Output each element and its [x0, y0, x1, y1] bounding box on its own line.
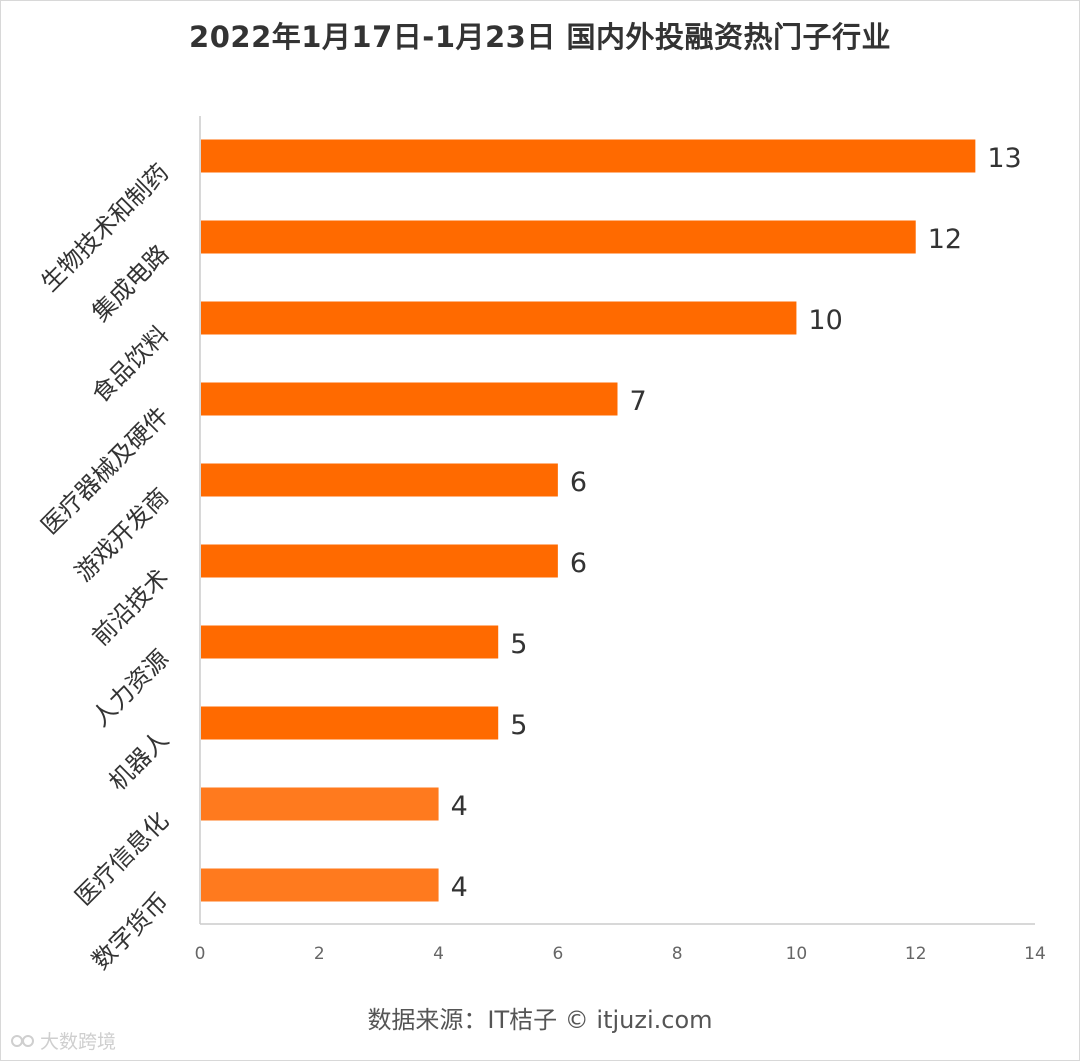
bars-layer	[201, 139, 976, 902]
x-tick-labels: 0 2 4 6 8 10 12 14	[195, 944, 1046, 964]
x-tick-label-1: 2	[314, 944, 325, 964]
bar-0	[201, 139, 976, 173]
x-tick-label-5: 10	[786, 944, 808, 964]
data-label-5: 6	[570, 548, 587, 579]
bar-1	[201, 220, 916, 254]
bar-9	[201, 868, 439, 902]
bar-2	[201, 301, 797, 335]
corner-watermark-text: 大数跨境	[40, 1031, 117, 1053]
category-labels: 生物技术和制药集成电路食品饮料医疗器械及硬件游戏开发商前沿技术人力资源机器人医疗…	[36, 158, 175, 975]
x-tick-label-2: 4	[433, 944, 444, 964]
data-label-1: 12	[928, 224, 962, 255]
data-label-6: 5	[510, 629, 527, 660]
bar-4	[201, 463, 558, 497]
x-tick-label-0: 0	[195, 944, 206, 964]
x-tick-label-6: 12	[905, 944, 927, 964]
bar-6	[201, 625, 499, 659]
source-note: 数据来源：IT桔子 © itjuzi.com	[367, 1006, 713, 1034]
x-tick-label-7: 14	[1024, 944, 1046, 964]
bar-8	[201, 787, 439, 821]
x-tick-label-3: 6	[552, 944, 563, 964]
chart-title: 2022年1月17日-1月23日 国内外投融资热门子行业	[189, 20, 891, 54]
category-label-6: 人力资源	[87, 644, 175, 732]
data-label-7: 5	[510, 710, 527, 741]
data-label-0: 13	[987, 143, 1021, 174]
data-label-3: 7	[630, 386, 647, 417]
x-tick-label-4: 8	[672, 944, 683, 964]
category-label-7: 机器人	[104, 725, 175, 796]
axis-layer	[199, 116, 1035, 925]
bar-3	[201, 382, 618, 416]
bar-7	[201, 706, 499, 740]
category-label-2: 食品饮料	[87, 320, 175, 408]
bar-5	[201, 544, 558, 578]
data-label-2: 10	[808, 305, 842, 336]
data-labels: 13 12 10 7 6 6 5 5 4 4	[451, 143, 1022, 903]
data-label-8: 4	[451, 791, 468, 822]
data-label-9: 4	[451, 872, 468, 903]
data-label-4: 6	[570, 467, 587, 498]
corner-watermark: 大数跨境	[10, 1027, 116, 1054]
brand-logo-icon	[11, 1034, 34, 1047]
